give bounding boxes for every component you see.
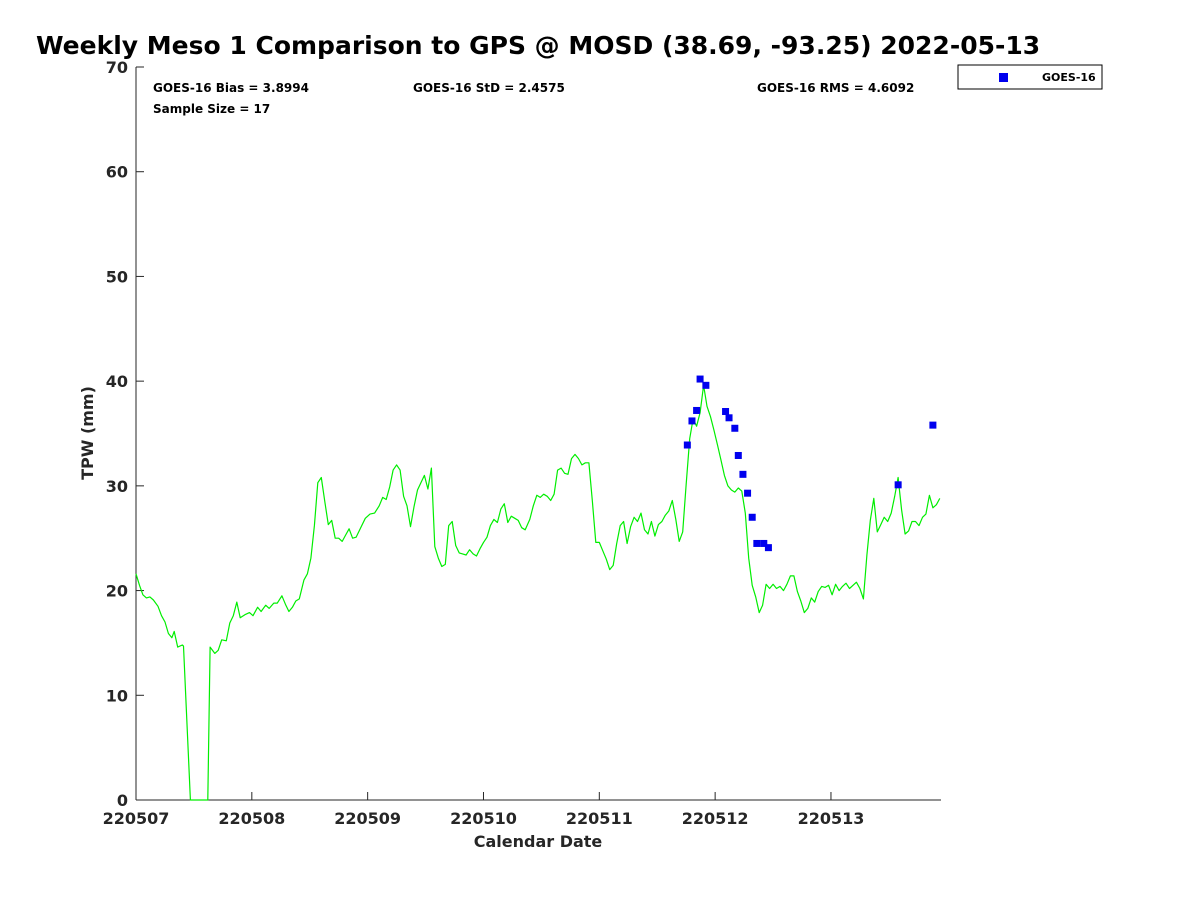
y-tick-label: 20 <box>106 582 128 601</box>
y-tick-label: 70 <box>106 58 128 77</box>
goes16-point <box>739 470 747 478</box>
y-tick-label: 30 <box>106 477 128 496</box>
goes16-point <box>731 424 739 432</box>
legend: GOES-16 <box>957 64 1103 90</box>
legend-label-goes16: GOES-16 <box>1042 71 1096 84</box>
x-tick-label: 220510 <box>450 809 517 828</box>
goes16-series <box>683 375 937 552</box>
goes16-point <box>764 544 772 552</box>
legend-marker <box>999 73 1008 82</box>
axes: 0 10 20 30 40 50 60 70 220507 220508 220509 220510 2… <box>103 58 941 828</box>
x-tick-label: 220512 <box>682 809 749 828</box>
goes16-point <box>894 481 902 489</box>
x-tick-label: 220508 <box>218 809 285 828</box>
x-tick-label: 220509 <box>334 809 401 828</box>
x-tick-label: 220511 <box>566 809 633 828</box>
goes16-point <box>693 406 701 414</box>
goes16-point <box>760 539 768 547</box>
goes16-point <box>744 489 752 497</box>
goes16-point <box>688 417 696 425</box>
goes16-point <box>748 513 756 521</box>
std-stat: GOES-16 StD = 2.4575 <box>413 81 565 95</box>
goes16-point <box>725 414 733 422</box>
bias-stat: GOES-16 Bias = 3.8994 <box>153 81 309 95</box>
y-tick-label: 10 <box>106 686 128 705</box>
y-tick-label: 50 <box>106 267 128 286</box>
legend-box <box>957 64 1103 90</box>
goes16-point <box>696 375 704 383</box>
gps-tpw-line <box>135 384 941 801</box>
sample-size-stat: Sample Size = 17 <box>153 102 270 116</box>
x-tick-label: 220507 <box>103 809 170 828</box>
y-tick-label: 0 <box>117 791 128 810</box>
chart-title: Weekly Meso 1 Comparison to GPS @ MOSD (… <box>36 31 1040 60</box>
y-axis-label: TPW (mm) <box>78 386 97 480</box>
goes16-point <box>722 408 730 416</box>
x-axis-label: Calendar Date <box>474 832 603 851</box>
goes16-point <box>683 441 691 449</box>
goes16-point <box>702 381 710 389</box>
y-tick-label: 60 <box>106 163 128 182</box>
goes16-point <box>929 421 937 429</box>
y-tick-label: 40 <box>106 372 128 391</box>
gps-series <box>135 384 941 801</box>
goes16-point <box>734 451 742 459</box>
rms-stat: GOES-16 RMS = 4.6092 <box>757 81 914 95</box>
x-tick-label: 220513 <box>798 809 865 828</box>
goes16-point <box>753 539 761 547</box>
